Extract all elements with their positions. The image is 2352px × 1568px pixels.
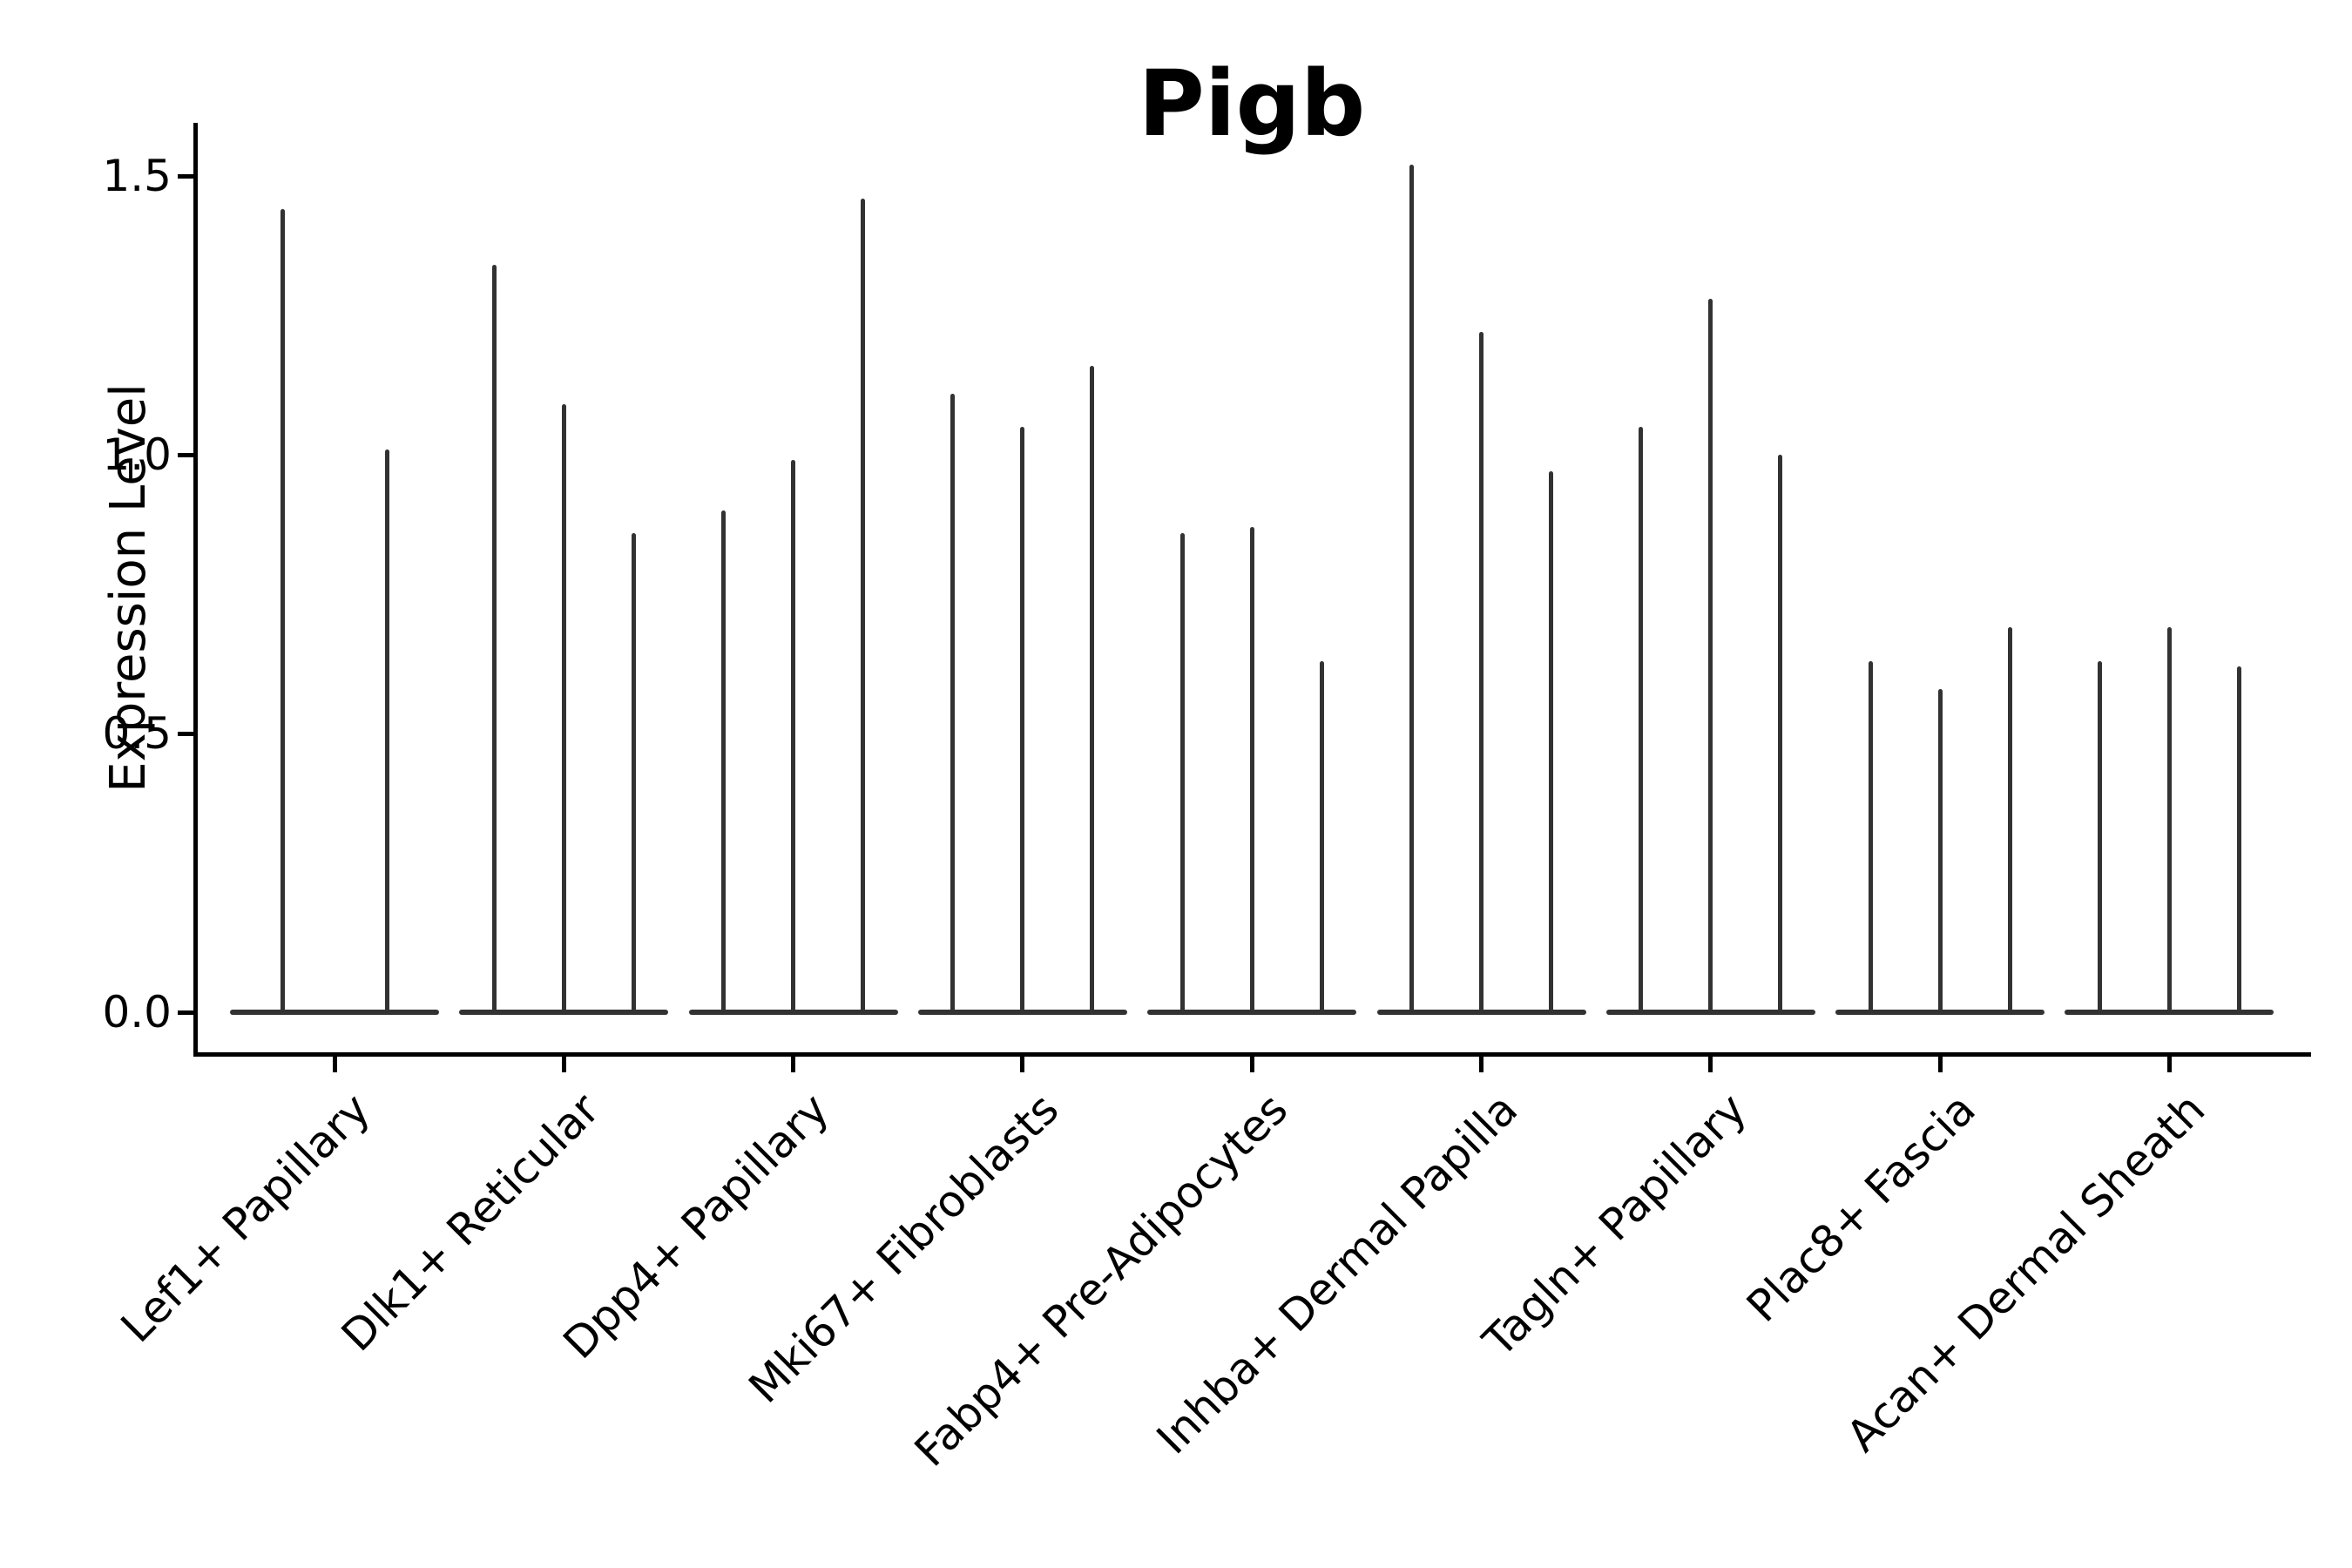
y-tick	[178, 452, 193, 457]
violin-spike	[861, 198, 866, 1015]
violin-spike	[1549, 471, 1553, 1015]
violin-spike	[1020, 427, 1025, 1015]
x-tick	[1249, 1057, 1254, 1072]
violin-spike	[1708, 298, 1713, 1015]
violin-spike	[2007, 627, 2012, 1015]
violin-spike	[2097, 660, 2102, 1015]
plot-title: Pigb	[1138, 51, 1366, 157]
violin-spike	[561, 404, 566, 1015]
violin-spike	[1639, 427, 1644, 1015]
violin-spike	[1937, 688, 1943, 1015]
y-tick	[178, 731, 193, 736]
violin-spike	[1319, 660, 1324, 1015]
x-tick-label: Lef1+ Papillary	[112, 1084, 381, 1353]
x-tick-label: Plac8+ Fascia	[1737, 1084, 1986, 1332]
violin-spike	[1479, 332, 1484, 1015]
violin-spike	[1778, 455, 1783, 1015]
plot-area	[178, 123, 2311, 1072]
violin-spike	[2236, 666, 2241, 1015]
violin-spike	[280, 209, 285, 1015]
x-tick	[1020, 1057, 1025, 1072]
violin-body	[230, 1010, 439, 1015]
x-tick	[332, 1057, 337, 1072]
y-tick	[178, 173, 193, 179]
x-tick	[1937, 1057, 1943, 1072]
violin-spike	[721, 510, 727, 1015]
violin-spike	[631, 532, 636, 1015]
violin-spike	[384, 449, 389, 1015]
violin-spike	[1409, 165, 1414, 1015]
x-tick	[1479, 1057, 1484, 1072]
x-tick	[1708, 1057, 1713, 1072]
violin-spike	[950, 393, 956, 1015]
x-tick	[2166, 1057, 2172, 1072]
violin-spike	[791, 460, 796, 1015]
y-tick-label: 0.0	[102, 987, 172, 1037]
x-tick	[561, 1057, 566, 1072]
y-tick-label: 1.5	[102, 151, 172, 201]
violin-spike	[2166, 627, 2172, 1015]
y-tick-label: 0.5	[102, 708, 172, 759]
y-tick	[178, 1010, 193, 1015]
violin-spike	[1179, 532, 1185, 1015]
x-tick-label: Dlk1+ Reticular	[332, 1084, 610, 1362]
x-tick	[791, 1057, 796, 1072]
violin-spike	[491, 265, 497, 1015]
y-tick-label: 1.0	[102, 429, 172, 480]
violin-spike	[1868, 660, 1873, 1015]
violin-spike	[1249, 527, 1254, 1015]
violin-spike	[1090, 365, 1095, 1015]
x-tick-label: Fabp4+ Pre-Adipocytes	[904, 1084, 1298, 1477]
